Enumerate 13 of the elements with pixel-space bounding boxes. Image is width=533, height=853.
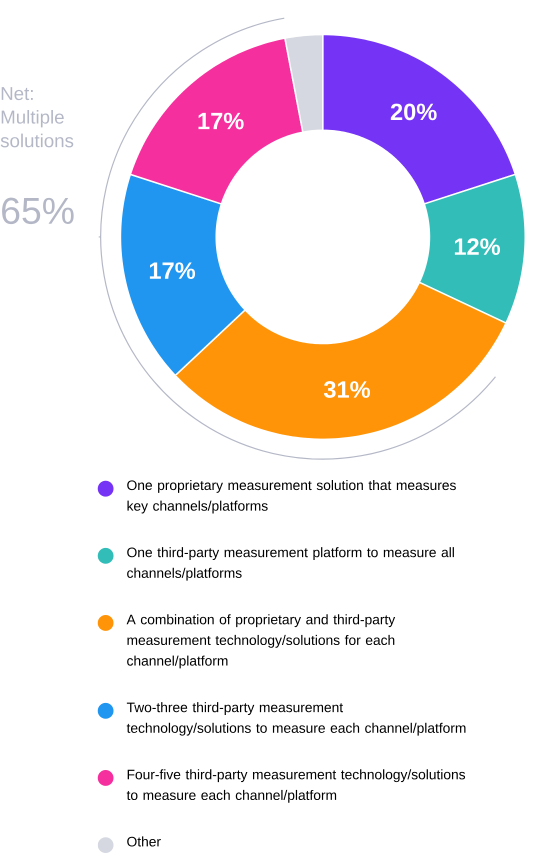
text: 65% xyxy=(2,198,74,224)
legend-label: One proprietary measurement solution that measures key channels/platforms xyxy=(127,480,456,514)
legend-label: Four-five third-party measurement technology/solutions to measure each channel/platform xyxy=(126,769,466,803)
data-label: 20% xyxy=(390,104,437,120)
legend-label: Other xyxy=(127,836,161,847)
legend-label: One third-party measurement platform to measure all channels/platforms xyxy=(127,547,454,581)
legend-label: A combination of proprietary and third-party measurement technology/solutions for each channel/platform xyxy=(126,614,396,668)
data-label: 17% xyxy=(150,262,195,279)
text: Net: Multiple solutions xyxy=(0,87,74,148)
data-label: 12% xyxy=(454,238,500,255)
legend-label: Two-three third-party measurement technology/solutions to measure each channel/platform xyxy=(126,702,466,736)
data-label: 17% xyxy=(198,112,244,130)
data-label: 31% xyxy=(324,381,370,398)
